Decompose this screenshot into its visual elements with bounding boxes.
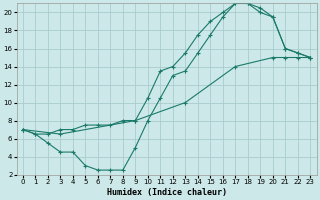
X-axis label: Humidex (Indice chaleur): Humidex (Indice chaleur) [107, 188, 227, 197]
